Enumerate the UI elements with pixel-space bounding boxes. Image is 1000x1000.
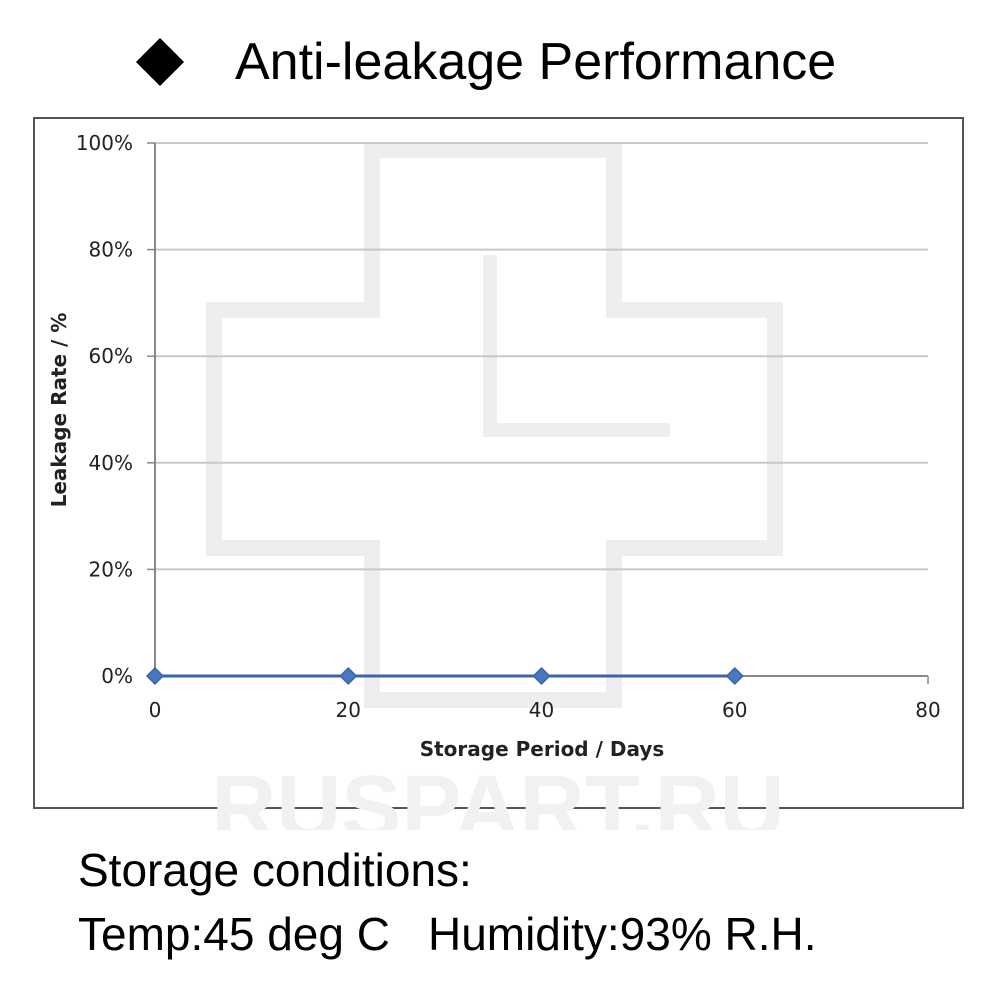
data-point xyxy=(145,666,165,686)
data-point xyxy=(339,666,358,686)
y-tick-label: 80% xyxy=(89,238,133,262)
data-point xyxy=(532,666,551,686)
series xyxy=(145,666,744,686)
x-axis-label: Storage Period / Days xyxy=(420,737,665,761)
leakage-line-chart: RUSPART.RU 0%20%40%60%80%100% 0 20 40 60 80 … xyxy=(47,131,941,830)
y-tick-labels: 0% 20% 40% 60% 80% 100% xyxy=(76,131,133,688)
axes xyxy=(147,142,929,684)
x-tick-label: 60 xyxy=(722,698,747,722)
storage-conditions-values: Temp:45 deg C Humidity:93% R.H. xyxy=(78,907,817,961)
data-point xyxy=(725,666,744,686)
grid-lines xyxy=(155,142,928,571)
x-tick-label: 80 xyxy=(915,698,940,722)
chart-title-row: Anti-leakage Performance xyxy=(0,30,1000,100)
watermark-logo xyxy=(206,142,783,708)
x-tick-label: 0 xyxy=(149,698,162,722)
chart-title: Anti-leakage Performance xyxy=(235,33,837,91)
humidity-condition: Humidity:93% R.H. xyxy=(427,908,817,960)
y-tick-label: 0% xyxy=(101,664,133,688)
x-tick-labels: 0 20 40 60 80 xyxy=(149,698,941,722)
y-tick-label: 60% xyxy=(89,344,133,368)
x-tick-label: 20 xyxy=(336,698,361,722)
watermark-text: RUSPART.RU xyxy=(211,758,784,830)
y-axis-label: Leakage Rate / % xyxy=(47,313,71,508)
y-tick-label: 20% xyxy=(89,557,133,581)
y-tick-label: 40% xyxy=(89,451,133,475)
y-tick-label: 100% xyxy=(76,131,133,155)
temp-condition: Temp:45 deg C xyxy=(78,908,390,960)
x-tick-label: 40 xyxy=(529,698,554,722)
storage-conditions-heading: Storage conditions: xyxy=(78,844,472,896)
